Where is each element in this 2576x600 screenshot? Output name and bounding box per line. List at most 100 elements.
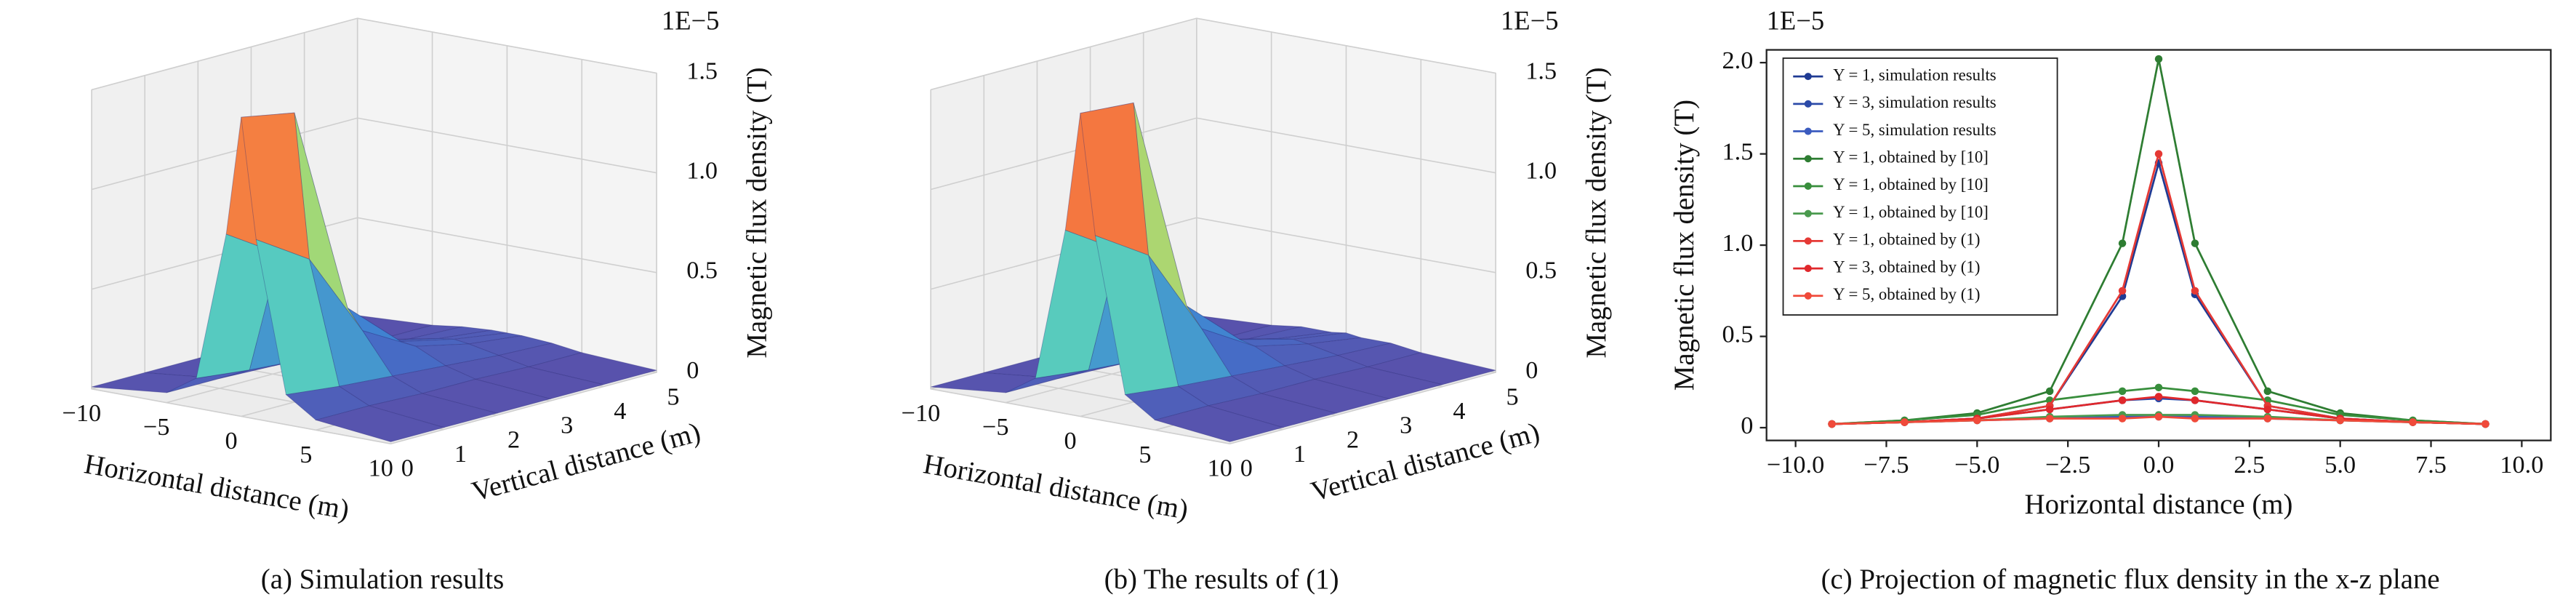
marker: [2154, 383, 2163, 392]
y-tick-label: 0.5: [1722, 320, 1754, 348]
marker: [2154, 412, 2163, 421]
marker: [2481, 420, 2489, 428]
caption: (c) Projection of magnetic flux density …: [1821, 564, 2440, 595]
x-tick-label: −10.0: [1767, 451, 1824, 479]
y-tick-label: 2: [1347, 425, 1359, 453]
z-tick-label: 0.5: [1525, 257, 1557, 284]
marker: [2191, 415, 2199, 423]
marker: [2263, 405, 2272, 414]
z-tick-label: 0: [1525, 356, 1538, 384]
legend-label: Y = 1, simulation results: [1833, 65, 1997, 84]
legend-label: Y = 3, simulation results: [1833, 93, 1997, 111]
marker: [2409, 418, 2417, 426]
legend-marker: [1804, 237, 1812, 245]
marker: [2045, 387, 2054, 396]
marker: [2045, 415, 2054, 423]
y-tick-label: 1.5: [1722, 137, 1754, 165]
x-tick-label: 0.0: [2143, 451, 2175, 479]
marker: [2118, 396, 2127, 404]
y-tick-label: 5: [667, 383, 679, 410]
marker: [2263, 387, 2272, 396]
marker: [2154, 150, 2163, 158]
z-tick-label: 1.5: [1525, 57, 1557, 84]
grid-line: [91, 117, 657, 191]
y-tick-label: 1.0: [1722, 229, 1754, 257]
x-tick-label: 7.5: [2415, 451, 2447, 479]
y-tick-label: 4: [1453, 397, 1465, 425]
marker: [1901, 418, 1909, 426]
x-tick-label: 10.0: [2500, 451, 2543, 479]
y-tick-label: 4: [614, 397, 626, 425]
marker: [2263, 415, 2272, 423]
x-tick-label: 5: [300, 441, 312, 468]
z-axis-label: Magnetic flux density (T): [742, 67, 773, 358]
legend-label: Y = 1, obtained by (1): [1833, 231, 1980, 249]
x-tick-label: −2.5: [2045, 451, 2090, 479]
legend-marker: [1804, 73, 1812, 81]
surface-patch: [1368, 352, 1496, 385]
z-tick-label: 1.0: [686, 157, 718, 185]
x-tick-label: 0: [225, 427, 237, 455]
legend-marker: [1804, 265, 1812, 273]
z-tick-label: 1.5: [686, 57, 718, 84]
grid-line: [91, 17, 657, 91]
caption: (b) The results of (1): [1104, 564, 1339, 595]
marker: [2118, 287, 2127, 295]
x-tick-label: 0: [1064, 427, 1077, 455]
x-tick-label: 2.5: [2234, 451, 2265, 479]
y-axis-label: Vertical distance (m): [1307, 417, 1543, 508]
x-tick-label: −10: [902, 399, 941, 427]
y-tick-label: 2: [507, 425, 520, 453]
surface-patch: [1153, 405, 1285, 442]
x-tick-label: −10: [63, 399, 102, 427]
legend-label: Y = 1, obtained by [10]: [1833, 203, 1989, 221]
caption: (a) Simulation results: [261, 564, 504, 595]
marker: [2154, 393, 2163, 401]
y-tick-label: 0: [1240, 455, 1253, 482]
x-tick-label: 5.0: [2324, 451, 2356, 479]
legend-label: Y = 5, simulation results: [1833, 121, 1997, 139]
surface-patch: [528, 352, 657, 385]
legend-marker: [1804, 182, 1812, 190]
z-axis-label: Magnetic flux density (T): [1581, 67, 1612, 358]
marker: [2336, 416, 2344, 425]
marker: [1828, 420, 1836, 428]
y-tick-label: 1: [454, 440, 467, 468]
y-tick-label: 2.0: [1722, 47, 1754, 74]
offset-label: 1E−5: [1501, 5, 1558, 35]
legend-marker: [1804, 292, 1812, 300]
offset-label: 1E−5: [662, 5, 719, 35]
y-tick-label: 3: [561, 412, 573, 439]
x-tick-label: −5.0: [1954, 451, 1999, 479]
marker: [2191, 387, 2199, 396]
y-tick-label: 0: [401, 455, 414, 482]
legend-label: Y = 5, obtained by (1): [1833, 285, 1980, 303]
x-tick-label: −5: [982, 413, 1008, 441]
x-tick-label: −7.5: [1863, 451, 1909, 479]
x-tick-label: 10: [1208, 455, 1232, 482]
y-tick-label: 1: [1293, 440, 1306, 468]
x-tick-label: −5: [143, 413, 169, 441]
marker: [2191, 239, 2199, 247]
x-axis-label: Horizontal distance (m): [2025, 489, 2293, 520]
y-tick-label: 5: [1506, 383, 1518, 410]
marker: [2045, 405, 2054, 414]
legend-marker: [1804, 155, 1812, 163]
marker: [2191, 396, 2199, 404]
marker: [2118, 415, 2127, 423]
marker: [2118, 387, 2127, 396]
grid-line: [930, 17, 1496, 91]
grid-line: [91, 217, 657, 290]
legend-box: [1782, 57, 2058, 316]
x-tick-label: 5: [1139, 441, 1151, 468]
y-tick-label: 3: [1400, 412, 1412, 439]
legend-marker: [1804, 127, 1812, 135]
legend-label: Y = 1, obtained by [10]: [1833, 175, 1989, 193]
x-tick-label: 10: [369, 455, 393, 482]
legend-label: Y = 3, obtained by (1): [1833, 257, 1980, 276]
z-tick-label: 1.0: [1525, 157, 1557, 185]
y-axis-label: Magnetic flux density (T): [1669, 100, 1700, 391]
marker: [2118, 239, 2127, 247]
legend-marker: [1804, 209, 1812, 217]
